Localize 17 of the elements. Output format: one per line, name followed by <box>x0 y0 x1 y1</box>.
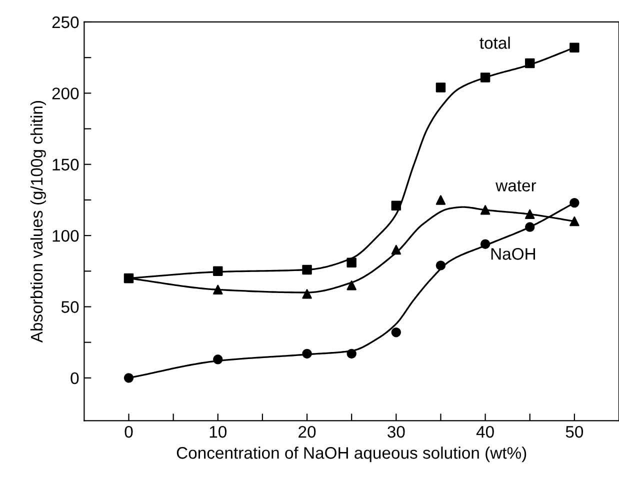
series-label: NaOH <box>491 248 535 260</box>
x-tick-label: 50 <box>566 426 584 438</box>
x-tick-label: 40 <box>476 426 494 438</box>
x-axis-title: Concentration of NaOH aqueous solution (wt%) <box>176 446 526 462</box>
y-tick-label: 250 <box>52 16 79 28</box>
series-label: total <box>480 36 510 49</box>
x-tick-label: 20 <box>298 426 316 438</box>
x-tick-label: 0 <box>124 426 133 438</box>
y-tick-label: 200 <box>52 88 79 100</box>
x-tick-label: 10 <box>210 426 227 438</box>
x-tick-label: 30 <box>388 426 405 438</box>
y-axis-title: Absorbtion values (g/100g chitin) <box>30 100 46 343</box>
y-tick-label: 100 <box>52 230 79 242</box>
y-tick-label: 50 <box>61 301 79 313</box>
y-tick-label: 0 <box>70 372 79 384</box>
y-tick-label: 150 <box>52 158 79 171</box>
series-label: water <box>496 180 536 192</box>
